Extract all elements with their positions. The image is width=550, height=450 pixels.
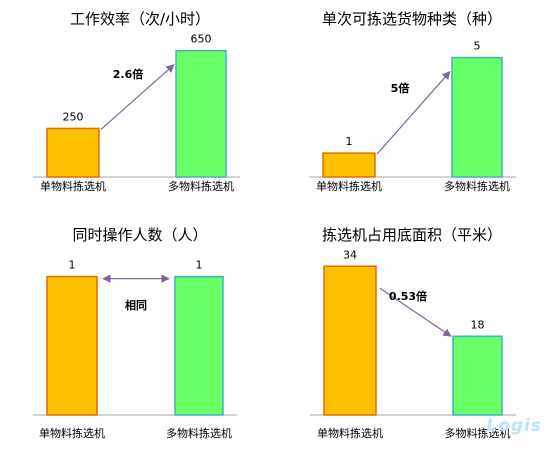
chart-1-annotation-arrow: [100, 64, 175, 130]
chart-2-annotation-arrow: [376, 70, 451, 155]
chart-4-annotation-arrow: [379, 287, 452, 337]
chart-2-value-label-1: 1: [346, 135, 353, 148]
chart-1-title: 工作效率（次/小时）: [70, 10, 210, 28]
chart-3-category-label-1: 单物料拣选机: [39, 426, 105, 440]
chart-4-bar-multi: [452, 335, 503, 416]
chart-4-title: 拣选机占用底面积（平米）: [322, 226, 502, 244]
chart-3-category-label-2: 多物料拣选机: [166, 426, 232, 440]
chart-2-bar-multi: [451, 56, 503, 178]
chart-2-category-label-2: 多物料拣选机: [444, 179, 510, 193]
chart-2-title: 单次可拣选货物种类（种）: [322, 10, 502, 28]
chart-1-value-label-1: 250: [63, 110, 84, 123]
chart-1-category-label-1: 单物料拣选机: [40, 179, 106, 193]
chart-2-category-label-1: 单物料拣选机: [316, 179, 382, 193]
chart-2-annotation-label: 5倍: [391, 81, 410, 95]
chart-3-value-label-1: 1: [69, 259, 76, 272]
chart-4-value-label-1: 34: [343, 248, 357, 261]
chart-4-category-label-2: 多物料拣选机: [445, 426, 511, 440]
chart-1-bar-multi: [175, 49, 227, 178]
chart-4-value-label-2: 18: [471, 318, 485, 331]
chart-1-value-label-2: 650: [191, 33, 212, 46]
chart-3-annotation-label: 相同: [125, 298, 147, 312]
chart-2-value-label-2: 5: [474, 40, 481, 53]
chart-3-bar-multi: [174, 275, 224, 416]
chart-3-value-label-2: 1: [196, 259, 203, 272]
chart-3-bar-single: [46, 275, 98, 416]
chart-4-bar-single: [323, 265, 377, 416]
logis-watermark: Logis: [486, 416, 542, 436]
chart-1-bar-single: [46, 127, 100, 178]
chart-3-title: 同时操作人数（人）: [72, 226, 207, 244]
chart-2-bar-single: [322, 152, 376, 178]
chart-4-category-label-1: 单物料拣选机: [317, 426, 383, 440]
chart-4-annotation-label: 0.53倍: [389, 289, 427, 303]
chart-1-category-label-2: 多物料拣选机: [168, 179, 234, 193]
chart-1-annotation-label: 2.6倍: [113, 67, 144, 81]
